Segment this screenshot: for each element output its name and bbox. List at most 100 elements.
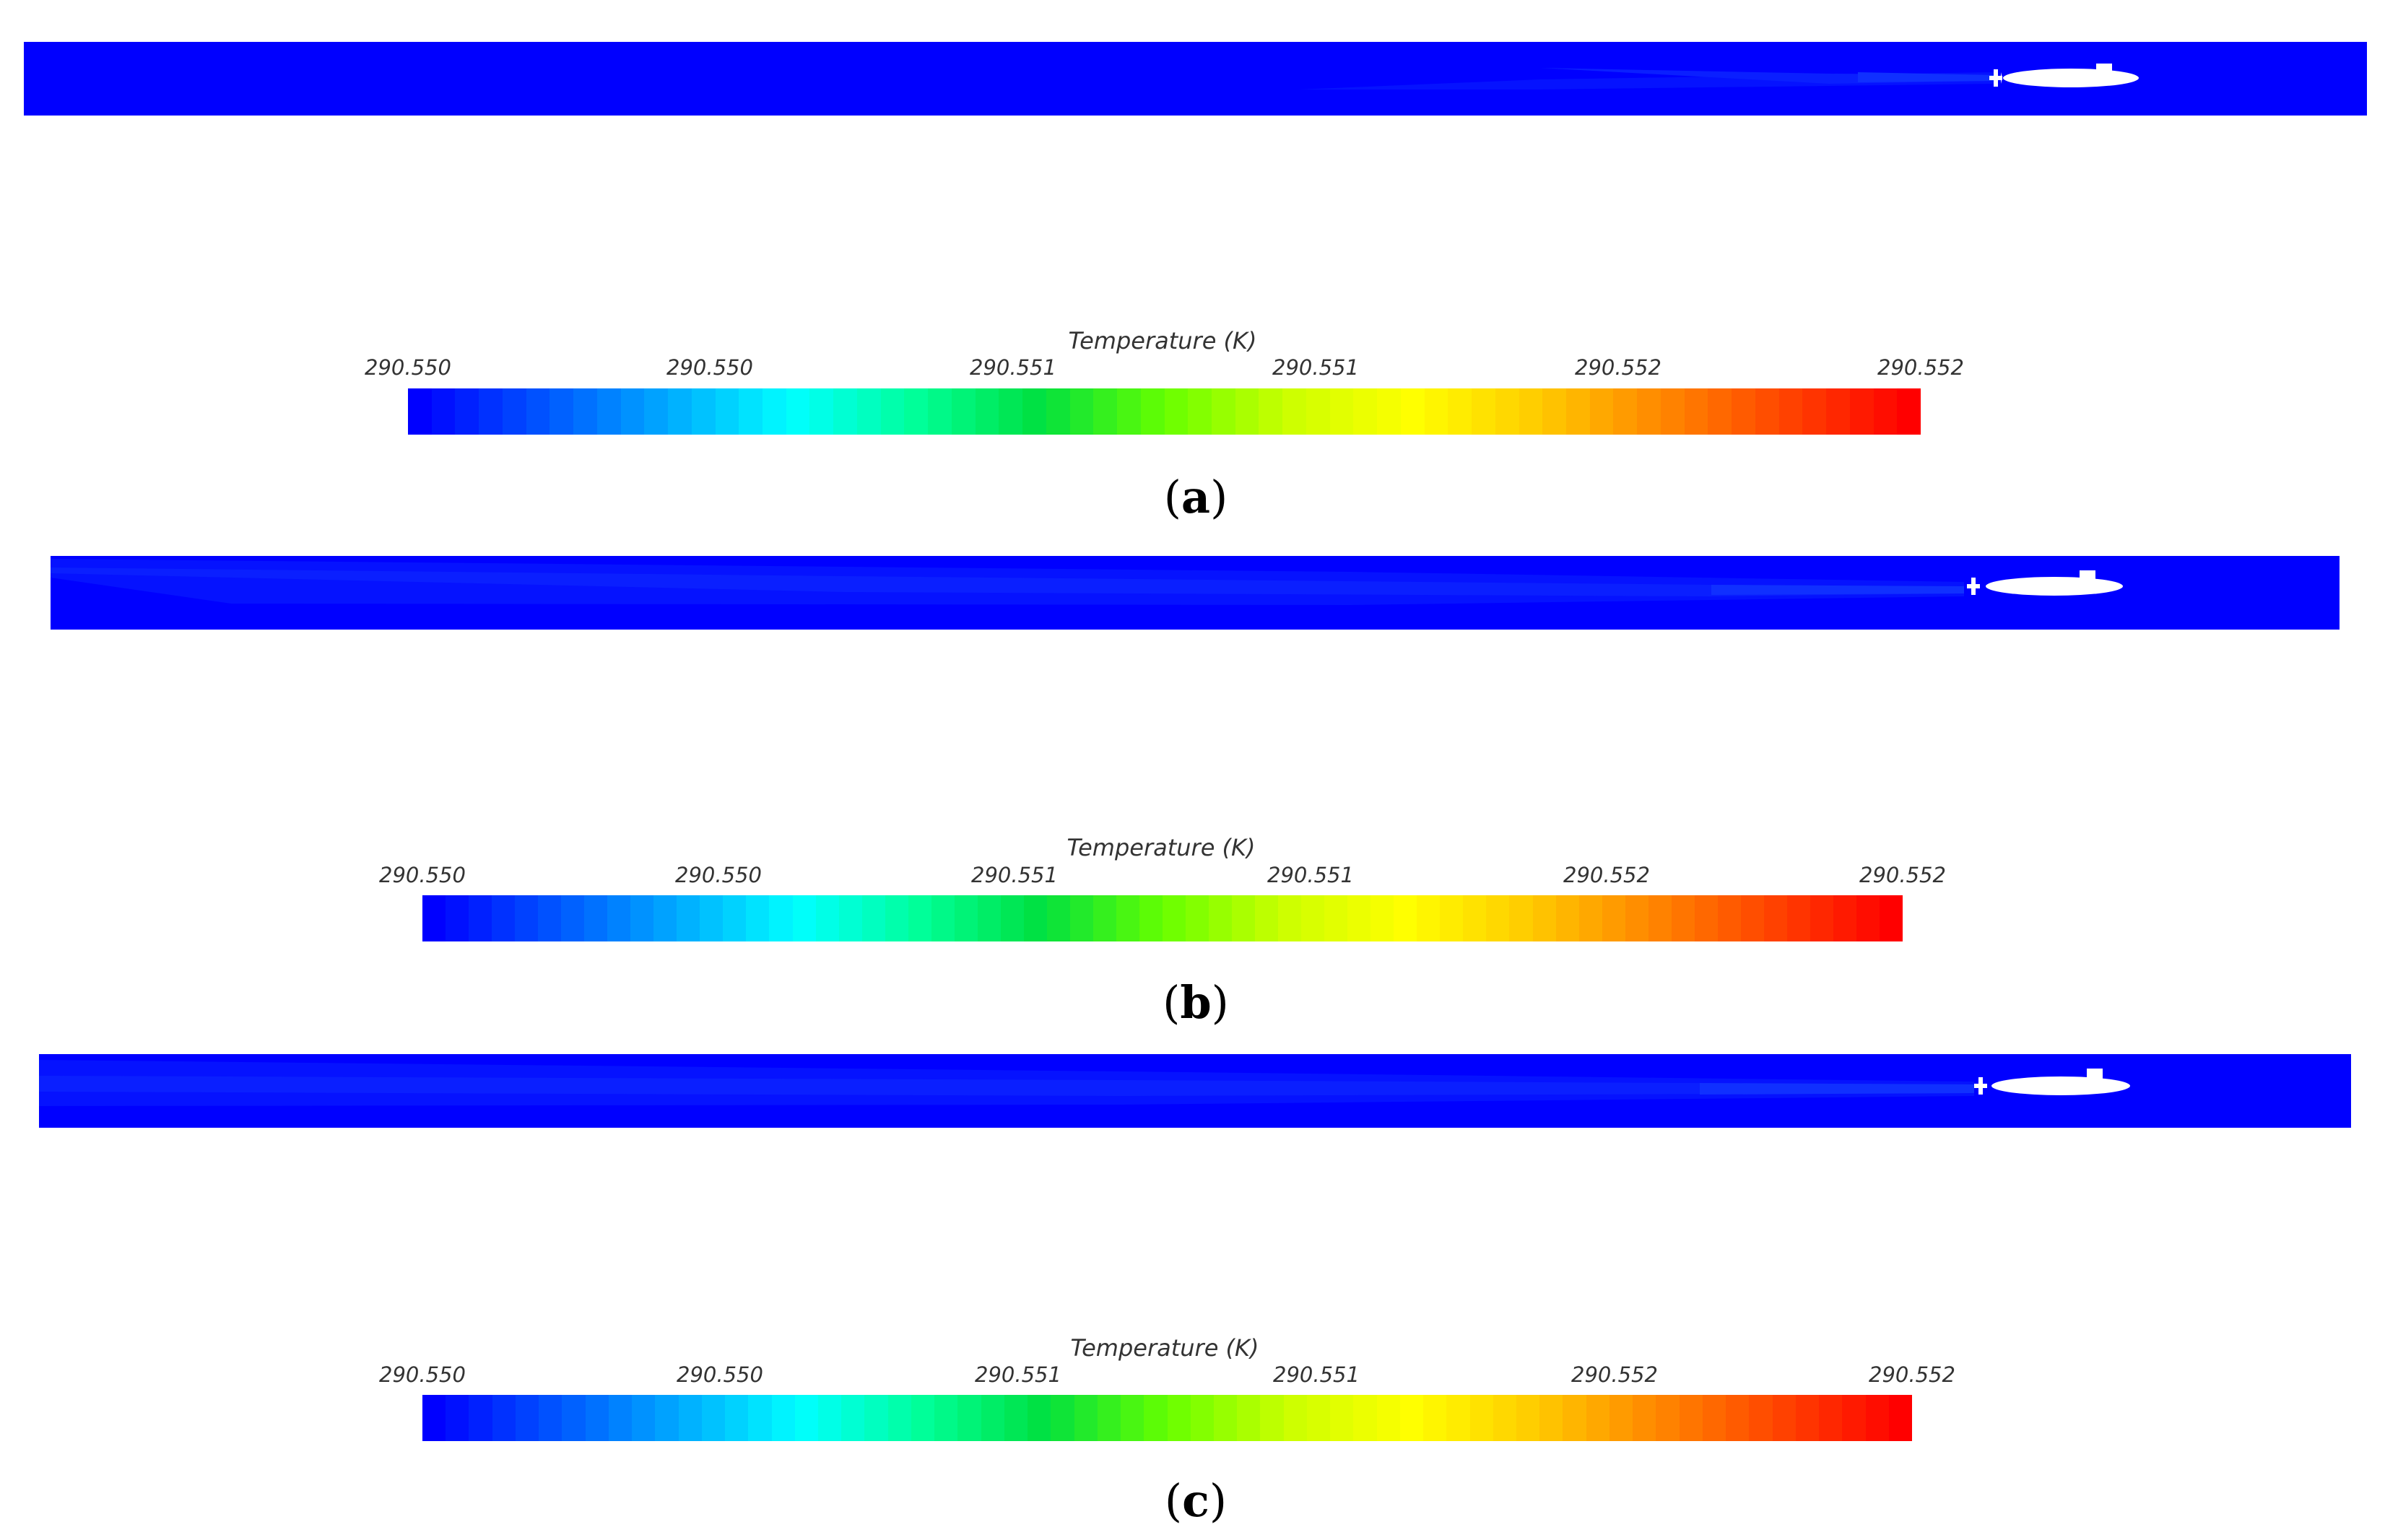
colorbar-band bbox=[1400, 388, 1425, 435]
colorbar-band bbox=[1539, 1395, 1563, 1441]
colorbar-band bbox=[596, 388, 621, 435]
colorbar-band bbox=[1833, 895, 1856, 941]
colorbar-band bbox=[1648, 895, 1672, 941]
colorbar-band bbox=[655, 1395, 679, 1441]
colorbar-band bbox=[1732, 388, 1755, 435]
colorbar-band bbox=[585, 1395, 609, 1441]
colorbar-band bbox=[977, 895, 1001, 941]
colorbar-band bbox=[446, 895, 469, 941]
colorbar-band bbox=[739, 388, 763, 435]
colorbar-band bbox=[769, 895, 793, 941]
colorbar-band bbox=[792, 895, 816, 941]
colorbar-tick-label: 290.552 bbox=[1869, 1362, 1955, 1387]
colorbar-band bbox=[904, 388, 929, 435]
colorbar-band bbox=[561, 895, 585, 941]
colorbar-band bbox=[562, 1395, 586, 1441]
colorbar-tick-label: 290.552 bbox=[1571, 1362, 1658, 1387]
thermal-wake-core bbox=[1700, 1083, 1974, 1095]
colorbar-band bbox=[1417, 895, 1441, 941]
colorbar-band bbox=[1532, 895, 1556, 941]
submarine-hull bbox=[1989, 64, 2139, 87]
colorbar-band bbox=[1555, 895, 1579, 941]
colorbar-tick-label: 290.550 bbox=[677, 1362, 763, 1387]
panel-label: c bbox=[1182, 1474, 1209, 1527]
colorbar-band bbox=[1565, 388, 1590, 435]
colorbar-band bbox=[981, 1395, 1004, 1441]
colorbar-band bbox=[1000, 895, 1024, 941]
colorbar-band bbox=[1167, 1395, 1191, 1441]
colorbar-tick-label: 290.551 bbox=[971, 863, 1058, 887]
colorbar-band bbox=[1772, 1395, 1796, 1441]
colorbar-band bbox=[864, 1395, 888, 1441]
colorbar-band bbox=[1046, 895, 1070, 941]
colorbar-band bbox=[1377, 388, 1401, 435]
colorbar-band bbox=[1495, 388, 1519, 435]
colorbar-band bbox=[1778, 388, 1803, 435]
colorbar-band bbox=[1144, 1395, 1168, 1441]
colorbar-band bbox=[1493, 1395, 1517, 1441]
colorbar-band bbox=[479, 388, 503, 435]
colorbar-band bbox=[1589, 388, 1614, 435]
colorbar-band bbox=[502, 388, 526, 435]
colorbar-band bbox=[515, 895, 539, 941]
colorbar-band bbox=[1022, 388, 1046, 435]
colorbar-tick-label: 290.551 bbox=[975, 1362, 1061, 1387]
colorbar-band bbox=[1164, 388, 1189, 435]
colorbar-tick-label: 290.552 bbox=[1877, 355, 1964, 380]
colorbar-band bbox=[1786, 895, 1810, 941]
colorbar-band bbox=[999, 388, 1023, 435]
colorbar-band bbox=[1865, 1395, 1889, 1441]
colorbar-band bbox=[1810, 895, 1833, 941]
colorbar-band bbox=[928, 388, 952, 435]
colorbar-band bbox=[1259, 388, 1283, 435]
colorbar-band bbox=[786, 388, 810, 435]
colorbar-band bbox=[701, 1395, 726, 1441]
colorbar-band bbox=[469, 895, 492, 941]
colorbar-band bbox=[1726, 1395, 1750, 1441]
colorbar-band bbox=[885, 895, 908, 941]
colorbar-band bbox=[1625, 895, 1648, 941]
colorbar-band bbox=[723, 895, 747, 941]
colorbar-band bbox=[1329, 388, 1354, 435]
colorbar-band bbox=[815, 895, 839, 941]
colorbar-band bbox=[1469, 1395, 1493, 1441]
colorbar-band bbox=[1370, 895, 1394, 941]
colorbar-band bbox=[1660, 388, 1685, 435]
colorbar-band bbox=[1140, 388, 1165, 435]
colorbar-band bbox=[1237, 1395, 1261, 1441]
colorbar-band bbox=[1542, 388, 1566, 435]
colorbar-band bbox=[1423, 1395, 1447, 1441]
panel-caption: (a) bbox=[1163, 471, 1228, 523]
colorbar-band bbox=[1708, 388, 1732, 435]
colorbar-band bbox=[1117, 388, 1141, 435]
colorbar-band bbox=[1440, 895, 1464, 941]
colorbar-band bbox=[1795, 1395, 1820, 1441]
colorbar-band bbox=[1353, 1395, 1377, 1441]
colorbar-band bbox=[911, 1395, 935, 1441]
colorbar-band bbox=[1873, 388, 1898, 435]
colorbar-band bbox=[934, 1395, 958, 1441]
colorbar-band bbox=[763, 388, 786, 435]
thermal-wake-core bbox=[1711, 585, 1964, 595]
submarine-hull bbox=[1974, 1069, 2130, 1095]
colorbar-band bbox=[841, 1395, 865, 1441]
panel-caption: (c) bbox=[1164, 1474, 1228, 1527]
colorbar-band bbox=[1069, 388, 1094, 435]
colorbar-band bbox=[630, 895, 654, 941]
colorbar-band bbox=[1282, 388, 1306, 435]
colorbar-band bbox=[1763, 895, 1787, 941]
colorbar-band bbox=[1602, 895, 1625, 941]
colorbar-band bbox=[1213, 1395, 1238, 1441]
colorbar-band bbox=[1116, 895, 1139, 941]
colorbar-band bbox=[1679, 1395, 1703, 1441]
colorbar-band bbox=[861, 895, 885, 941]
colorbar-band bbox=[678, 1395, 702, 1441]
colorbar-band bbox=[1888, 1395, 1912, 1441]
colorbar-band bbox=[632, 1395, 656, 1441]
colorbar-band bbox=[1826, 388, 1850, 435]
colorbar-band bbox=[975, 388, 999, 435]
colorbar-band bbox=[1235, 388, 1259, 435]
colorbar-tick-label: 290.550 bbox=[379, 1362, 466, 1387]
colorbar-band bbox=[1446, 1395, 1470, 1441]
colorbar-band bbox=[526, 388, 550, 435]
